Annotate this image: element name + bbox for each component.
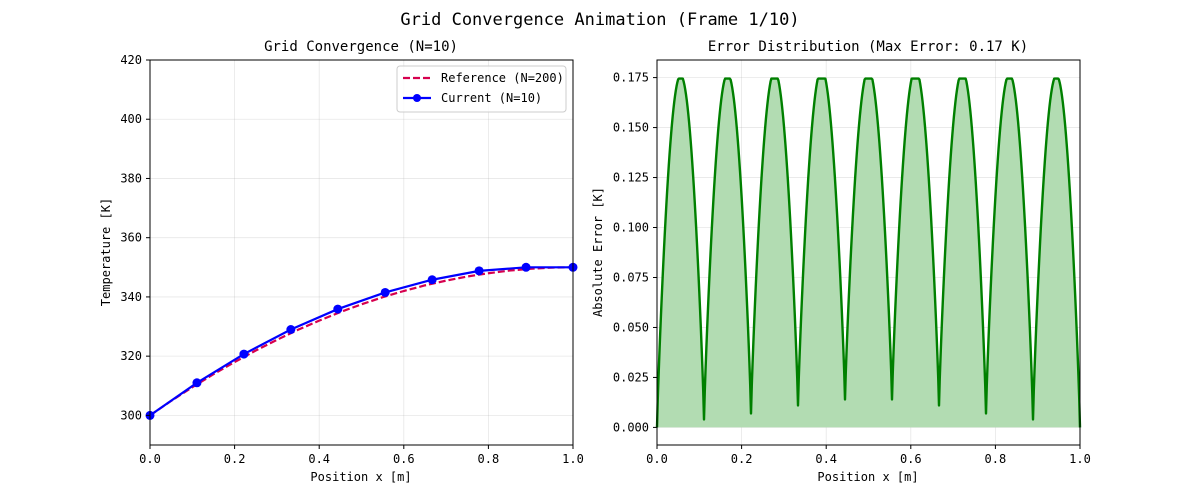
y-tick-label: 0.050 (613, 320, 649, 334)
legend-box (396, 65, 567, 113)
error-plot-area (655, 77, 1082, 428)
y-tick-label: 0.100 (613, 221, 649, 235)
error-axes: Error Distribution (Max Error: 0.17 K) 0… (591, 39, 1091, 484)
y-tick-label: 420 (120, 53, 142, 67)
convergence-frame (149, 59, 574, 446)
x-tick-label: 0.0 (139, 452, 161, 466)
error-y-label: Absolute Error [K] (591, 187, 605, 317)
x-tick-label: 0.2 (731, 452, 753, 466)
current-series-point (239, 349, 249, 359)
x-tick-label: 0.8 (985, 452, 1007, 466)
convergence-x-label: Position x [m] (310, 470, 411, 484)
figure-title: Grid Convergence Animation (Frame 1/10) (400, 10, 799, 30)
reference-series-line (149, 266, 574, 417)
current-series-point (380, 287, 390, 297)
y-tick-label: 0.175 (613, 71, 649, 85)
x-tick-label: 0.4 (815, 452, 837, 466)
current-series-point (192, 378, 202, 388)
y-tick-label: 0.150 (613, 121, 649, 135)
x-tick-label: 0.4 (308, 452, 330, 466)
convergence-y-label: Temperature [K] (99, 198, 113, 306)
convergence-axes: Grid Convergence (N=10) 0.0 0.2 0.4 0.6 0.8 1… (99, 39, 584, 484)
current-series-point (427, 275, 437, 285)
y-tick-label: 0.075 (613, 270, 649, 284)
error-fill-area (657, 78, 1080, 428)
convergence-plot-area (145, 262, 578, 420)
error-y-ticks: 0.000 0.025 0.050 0.075 0.100 0.125 0.150 0.175 (613, 71, 657, 434)
x-tick-label: 0.6 (900, 452, 922, 466)
x-tick-label: 1.0 (562, 452, 584, 466)
current-series-line (149, 266, 573, 417)
x-tick-label: 1.0 (1069, 452, 1091, 466)
current-series-point (333, 304, 343, 314)
x-tick-label: 0.0 (646, 452, 668, 466)
y-tick-label: 300 (120, 408, 142, 422)
current-series-point (521, 262, 531, 272)
x-tick-label: 0.2 (224, 452, 246, 466)
y-tick-label: 320 (120, 349, 142, 363)
error-title: Error Distribution (Max Error: 0.17 K) (708, 39, 1028, 55)
legend-current-marker (413, 94, 421, 102)
convergence-x-ticks: 0.0 0.2 0.4 0.6 0.8 1.0 (139, 445, 584, 466)
current-series-point (286, 325, 296, 334)
legend-reference-label: Reference (N=200) (441, 71, 564, 85)
x-tick-label: 0.8 (478, 452, 500, 466)
current-series-point (474, 266, 484, 276)
y-tick-label: 0.125 (613, 171, 649, 185)
convergence-y-ticks: 300 320 340 360 380 400 420 (120, 53, 150, 422)
convergence-grid (149, 59, 574, 445)
error-x-ticks: 0.0 0.2 0.4 0.6 0.8 1.0 (646, 445, 1091, 466)
y-tick-label: 0.000 (613, 420, 649, 434)
legend: Reference (N=200) Current (N=10) (396, 65, 567, 113)
convergence-title: Grid Convergence (N=10) (264, 39, 458, 55)
y-tick-label: 360 (120, 231, 142, 245)
error-series-line (655, 77, 1082, 428)
y-tick-label: 0.025 (613, 370, 649, 384)
error-frame (656, 59, 1081, 446)
legend-current-label: Current (N=10) (441, 91, 542, 105)
x-tick-label: 0.6 (393, 452, 415, 466)
y-tick-label: 380 (120, 171, 142, 185)
error-x-label: Position x [m] (817, 470, 918, 484)
y-tick-label: 340 (120, 290, 142, 304)
y-tick-label: 400 (120, 112, 142, 126)
